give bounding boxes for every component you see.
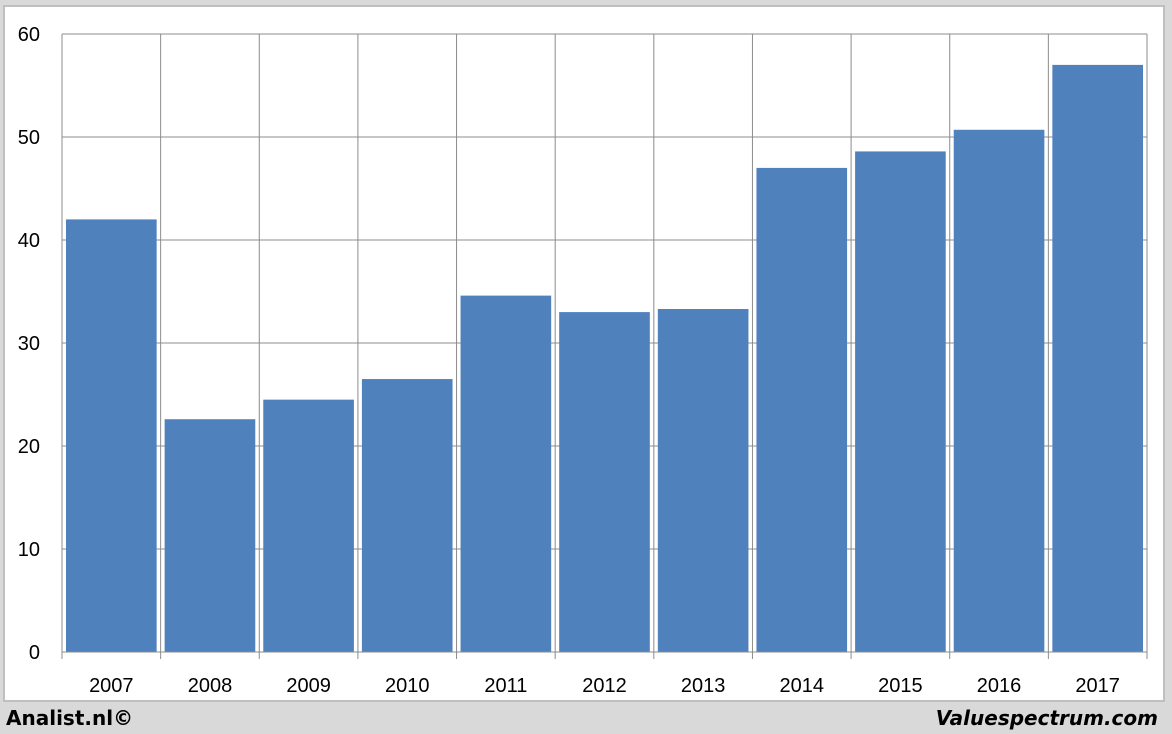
x-tick-label: 2010 <box>385 675 430 697</box>
footer-source-left: Analist.nl© <box>6 706 134 730</box>
y-tick-label: 0 <box>29 642 40 664</box>
y-tick-label: 60 <box>18 24 40 46</box>
bar-2015 <box>855 151 946 653</box>
x-tick-label: 2011 <box>484 675 527 697</box>
bar-2017 <box>1052 64 1143 652</box>
bar-2008 <box>164 419 256 652</box>
bar-2009 <box>263 399 354 652</box>
y-tick-label: 50 <box>18 127 40 149</box>
y-tick-label: 20 <box>18 436 40 458</box>
bar-2016 <box>953 129 1045 653</box>
y-tick-label: 10 <box>18 539 40 561</box>
bars <box>66 64 1143 653</box>
x-tick-label: 2008 <box>188 675 233 697</box>
bar-2011 <box>460 295 552 652</box>
y-tick-labels: 0 10 20 30 40 50 60 <box>18 24 40 664</box>
x-tick-label: 2013 <box>681 675 726 697</box>
bar-2007 <box>66 219 157 652</box>
bar-2010 <box>361 379 453 652</box>
x-tick-labels: 2007 2008 2009 2010 2011 2012 2013 2014 2015 2016… <box>89 675 1120 697</box>
bar-2014 <box>756 167 848 652</box>
x-tick-label: 2017 <box>1075 675 1120 697</box>
y-tick-label: 30 <box>18 333 40 355</box>
bar-2013 <box>657 309 749 652</box>
x-tick-label: 2014 <box>780 675 825 697</box>
axes <box>61 651 1148 659</box>
bar-2012 <box>559 312 650 652</box>
x-tick-label: 2016 <box>977 675 1022 697</box>
x-tick-label: 2012 <box>582 675 627 697</box>
x-tick-label: 2007 <box>89 675 134 697</box>
footer-source-right: Valuespectrum.com <box>935 706 1158 730</box>
y-tick-label: 40 <box>18 230 40 252</box>
x-tick-label: 2015 <box>878 675 923 697</box>
x-tick-label: 2009 <box>286 675 331 697</box>
